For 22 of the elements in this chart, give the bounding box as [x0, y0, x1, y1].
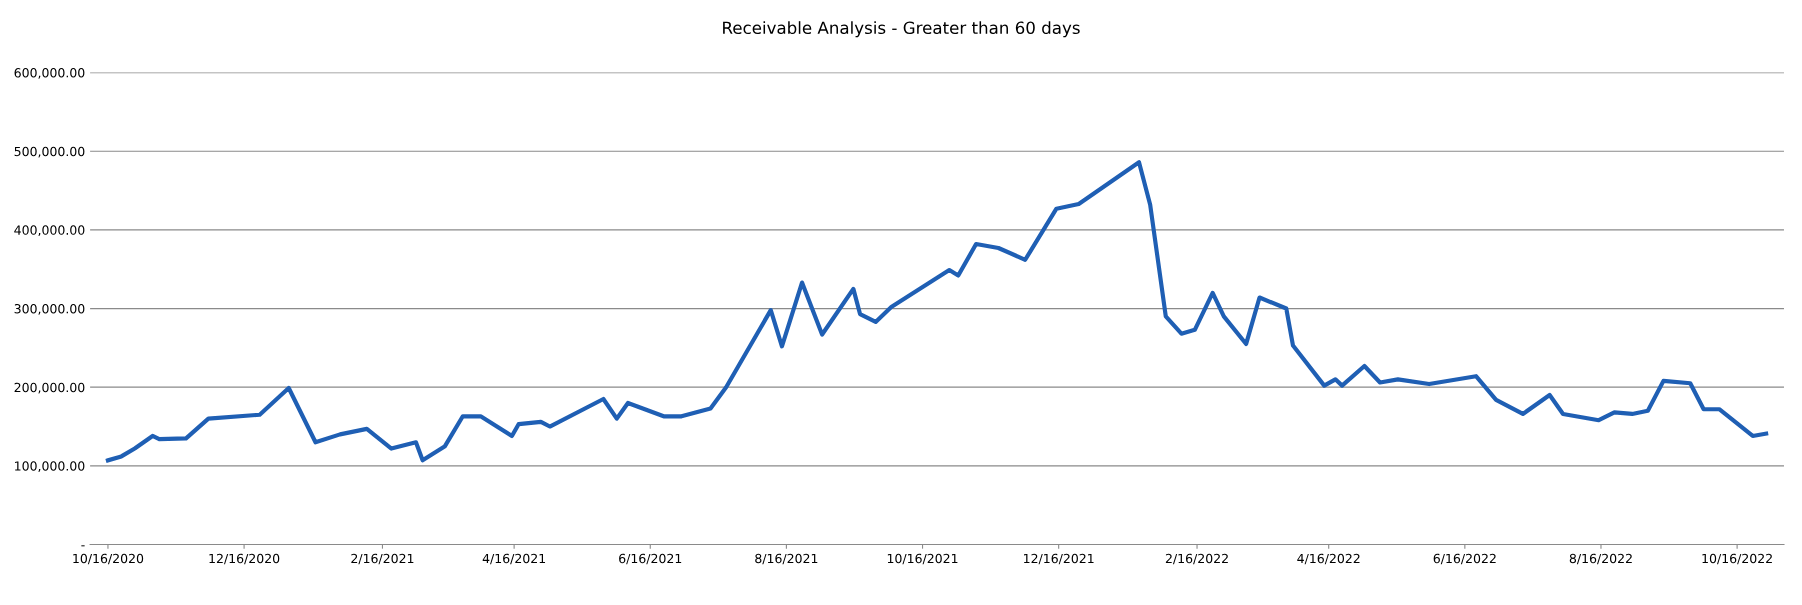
x-tick-label: 8/16/2021 — [755, 553, 818, 565]
y-tick-label: 400,000.00 — [14, 225, 85, 237]
y-tick-label: 200,000.00 — [14, 382, 85, 394]
y-tick-label: - — [81, 545, 85, 547]
x-tick-label: 10/16/2021 — [887, 553, 958, 565]
y-tick-label: 600,000.00 — [14, 68, 85, 79]
y-tick-label: 100,000.00 — [15, 461, 85, 473]
chart-title: Receivable Analysis - Greater than 60 days — [723, 21, 1080, 38]
y-tick-label: 500,000.00 — [14, 146, 85, 158]
x-tick-label: 6/16/2021 — [619, 553, 682, 565]
x-tick-label: 4/16/2022 — [1297, 553, 1360, 565]
y-tick-label: 300,000.00 — [14, 304, 85, 315]
line-series — [105, 160, 1769, 463]
x-tick-label: 10/16/2022 — [1702, 553, 1772, 565]
x-tick-label: 12/16/2021 — [1024, 553, 1094, 565]
x-tick-label: 6/16/2022 — [1433, 553, 1496, 565]
x-tick-label: 2/16/2021 — [351, 553, 414, 565]
x-tick-label: 10/16/2020 — [73, 553, 144, 565]
x-tick-label: 2/16/2022 — [1165, 553, 1228, 565]
x-tick-label: 12/16/2020 — [209, 553, 280, 565]
x-tick-label: 4/16/2021 — [482, 553, 546, 565]
x-tick-label: 8/16/2022 — [1569, 553, 1632, 565]
